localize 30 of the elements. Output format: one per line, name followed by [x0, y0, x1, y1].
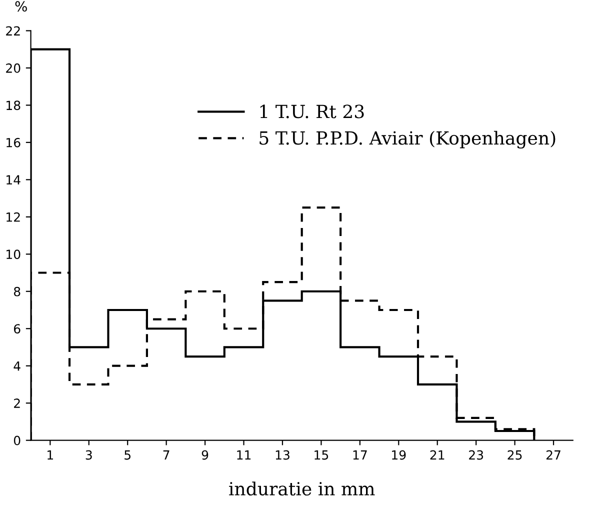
y-tick-label: 0 — [14, 436, 20, 446]
x-tick-label: 21 — [430, 450, 444, 460]
x-tick-label: 15 — [314, 450, 328, 460]
x-tick-label: 9 — [202, 450, 208, 460]
x-tick-label: 23 — [469, 450, 484, 460]
y-tick-label: 22 — [6, 26, 20, 36]
y-tick-label: 6 — [14, 324, 20, 334]
y-tick-label: 8 — [14, 286, 20, 296]
y-tick-label: 2 — [14, 398, 20, 408]
legend-label: 1 T.U. Rt 23 — [260, 104, 364, 118]
y-tick-label: 12 — [6, 212, 20, 222]
x-tick-label: 17 — [353, 450, 367, 460]
x-tick-label: 25 — [508, 450, 522, 460]
y-axis-title: % — [15, 1, 27, 12]
legend-label: 5 T.U. P.P.D. Aviair (Kopenhagen) — [260, 130, 556, 149]
y-tick-label: 10 — [6, 250, 20, 260]
y-tick-label: 16 — [6, 138, 20, 148]
x-tick-label: 11 — [237, 450, 251, 460]
x-axis-title: induratie in mm — [229, 482, 375, 496]
x-tick-label: 5 — [124, 450, 130, 460]
x-tick-label: 19 — [392, 450, 406, 460]
x-tick-label: 1 — [48, 450, 53, 460]
y-tick-label: 4 — [14, 361, 20, 371]
x-tick-label: 3 — [86, 450, 92, 460]
x-tick-label: 7 — [163, 450, 170, 460]
y-tick-label: 20 — [6, 63, 20, 73]
x-tick-label: 27 — [546, 450, 560, 460]
y-tick-label: 14 — [6, 175, 20, 184]
x-tick-label: 13 — [276, 450, 290, 460]
y-tick-label: 18 — [6, 100, 20, 110]
